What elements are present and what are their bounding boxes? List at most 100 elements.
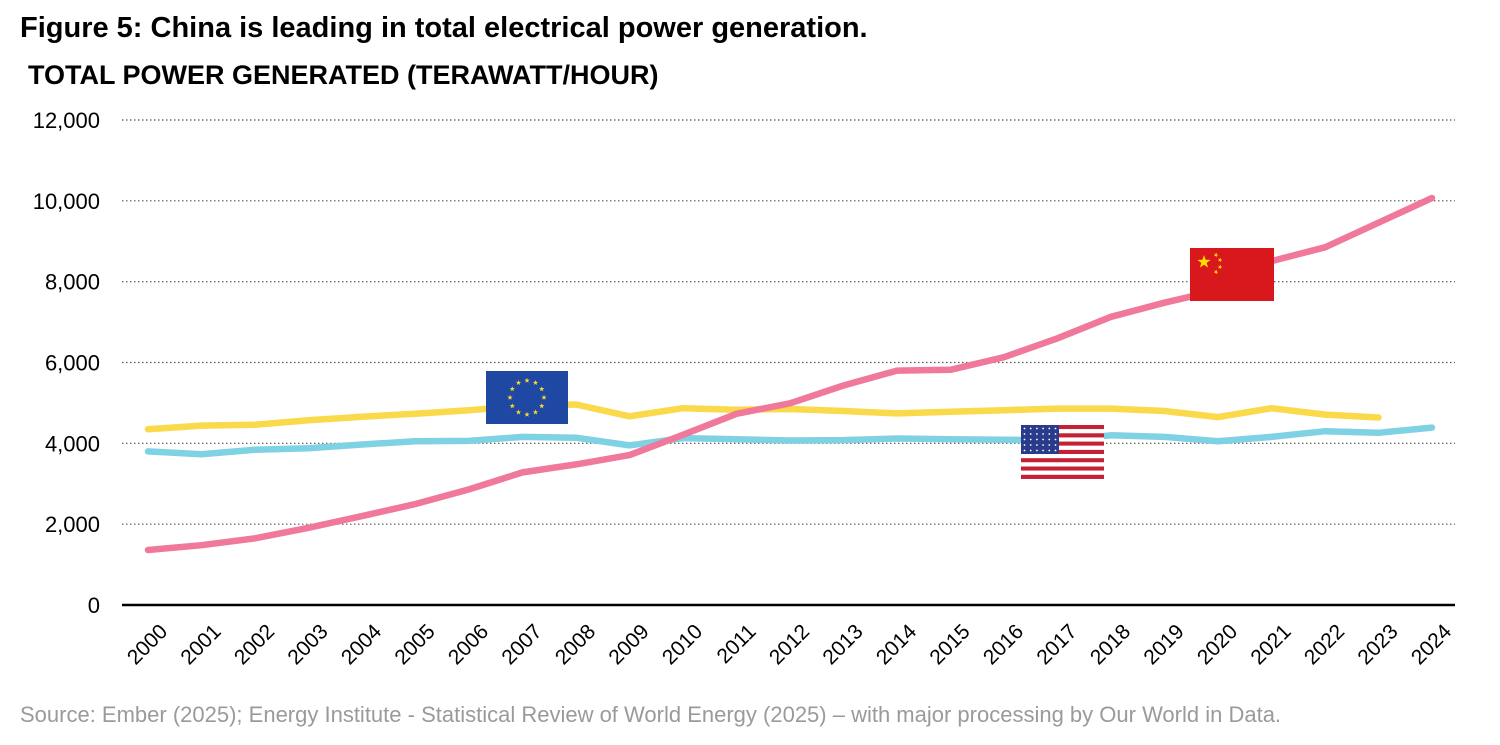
y-tick-label: 12,000	[33, 108, 100, 133]
x-tick-label: 2002	[230, 620, 279, 669]
china-flag-small-star	[1217, 257, 1223, 263]
us-flag-star	[1029, 444, 1032, 446]
x-tick-label: 2011	[713, 620, 761, 668]
us-flag-star	[1029, 438, 1032, 441]
x-tick-label: 2003	[283, 620, 332, 669]
us-flag-star	[1042, 438, 1044, 441]
source-note: Source: Ember (2025); Energy Institute -…	[20, 702, 1282, 727]
eu-flag-star	[524, 411, 530, 417]
us-flag-star	[1042, 449, 1044, 452]
us-flag-star	[1036, 444, 1038, 446]
us-flag-stripe	[1021, 474, 1104, 479]
x-tick-label: 2005	[390, 620, 439, 669]
us-flag-star	[1042, 433, 1044, 435]
us-flag-star	[1054, 449, 1057, 452]
chart-title: TOTAL POWER GENERATED (TERAWATT/HOUR)	[28, 60, 659, 90]
x-tick-label: 2015	[925, 620, 974, 669]
x-tick-label: 2007	[497, 620, 546, 669]
us-flag-stripe	[1021, 466, 1104, 471]
us-flag-star	[1048, 444, 1051, 446]
us-flag-star	[1023, 444, 1026, 446]
china-flag-star	[1197, 255, 1211, 268]
eu-flag-star	[515, 409, 522, 415]
eu-flag-star	[541, 394, 547, 400]
y-axis-ticks: 0 2,000 4,000 6,000 8,000 10,000 12,000	[33, 108, 100, 618]
china-flag-small-star	[1213, 252, 1219, 258]
gridlines	[122, 119, 1455, 525]
us-flag-star	[1029, 427, 1032, 430]
x-tick-label: 2022	[1300, 620, 1349, 669]
china-flag-icon	[1190, 248, 1274, 301]
us-flag-star	[1023, 438, 1026, 441]
eu-flag-star	[539, 403, 545, 409]
x-tick-label: 2008	[551, 620, 600, 669]
x-tick-label: 2004	[337, 620, 387, 670]
x-tick-label: 2001	[176, 620, 225, 669]
us-flag-stripe	[1021, 441, 1104, 446]
x-tick-label: 2020	[1193, 620, 1242, 669]
us-flag-icon	[1021, 425, 1104, 479]
us-flag-stripe	[1021, 433, 1104, 438]
eu-flag-star	[515, 379, 522, 386]
x-tick-label: 2013	[818, 620, 867, 669]
eu-flag-star	[507, 394, 513, 400]
eu-flag-icon	[486, 371, 568, 424]
us-flag-stripe	[1021, 425, 1104, 430]
us-flag-stripe	[1021, 462, 1104, 467]
us-flag-stripe	[1021, 437, 1104, 442]
us-flag-star	[1054, 433, 1057, 435]
figure-title: Figure 5: China is leading in total elec…	[20, 12, 868, 44]
eu-flag-star	[524, 377, 530, 383]
us-flag-star	[1029, 433, 1032, 435]
y-tick-label: 4,000	[45, 431, 100, 456]
us-flag-star	[1029, 449, 1032, 452]
us-flag-star	[1036, 433, 1038, 435]
us-flag-stripe	[1021, 429, 1104, 434]
us-flag-star	[1042, 427, 1044, 430]
china-flag-small-star	[1213, 269, 1219, 275]
us-flag-star	[1054, 438, 1057, 441]
x-tick-label: 2006	[444, 620, 493, 669]
us-flag-stripe	[1021, 470, 1104, 475]
us-flag-stripe	[1021, 454, 1104, 459]
x-axis-ticks: 2000 2001 2002 2003 2004 2005 2006 2007 2008 2009…	[123, 620, 1457, 670]
us-flag-star	[1036, 438, 1038, 441]
eu-flag-star	[509, 403, 515, 409]
x-tick-label: 2019	[1139, 620, 1188, 669]
eu-flag-star	[539, 386, 545, 392]
us-flag-star	[1048, 427, 1051, 430]
eu-flag-star	[532, 409, 539, 415]
us-flag-stripe	[1021, 449, 1104, 455]
x-tick-label: 2018	[1086, 620, 1135, 669]
us-flag-star	[1042, 444, 1044, 446]
series-line-united-states	[144, 424, 1436, 458]
china-flag-field	[1190, 248, 1274, 301]
us-flag-star	[1036, 427, 1038, 430]
us-flag-canton	[1021, 425, 1059, 454]
x-tick-label: 2010	[658, 620, 707, 669]
china-flag-small-star	[1217, 264, 1223, 270]
us-flag-star	[1048, 449, 1051, 452]
us-flag-star	[1023, 433, 1026, 435]
flags	[486, 248, 1274, 479]
us-flag-star	[1054, 427, 1057, 430]
us-flag-star	[1023, 427, 1026, 430]
x-tick-label: 2014	[872, 620, 922, 670]
x-tick-label: 2000	[123, 620, 172, 669]
y-tick-label: 2,000	[45, 512, 100, 537]
us-flag-star	[1023, 449, 1026, 452]
y-tick-label: 8,000	[45, 270, 100, 295]
us-flag-star	[1048, 433, 1051, 435]
x-tick-label: 2009	[604, 620, 653, 669]
y-tick-label: 0	[88, 593, 100, 618]
x-tick-label: 2021	[1246, 620, 1295, 669]
eu-flag-star	[509, 386, 515, 392]
us-flag-stripe	[1021, 445, 1104, 450]
x-tick-label: 2024	[1407, 620, 1457, 670]
eu-flag-star	[532, 379, 539, 386]
us-flag-star	[1048, 438, 1051, 441]
x-tick-label: 2023	[1353, 620, 1402, 669]
us-flag-star	[1036, 449, 1038, 452]
y-tick-label: 6,000	[45, 351, 100, 376]
